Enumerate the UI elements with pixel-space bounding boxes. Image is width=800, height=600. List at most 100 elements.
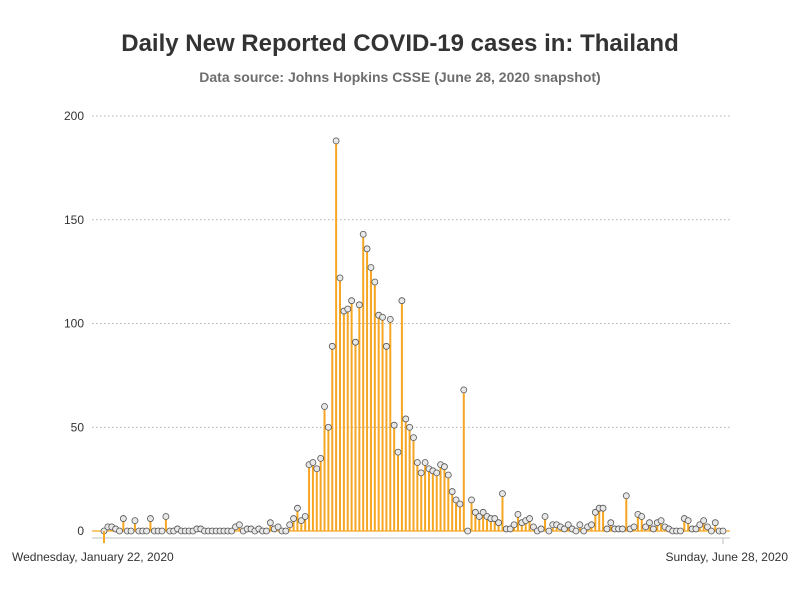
data-point	[448, 488, 456, 495]
data-point	[560, 525, 568, 533]
bars-group	[92, 140, 730, 532]
data-point	[603, 525, 611, 533]
data-point	[286, 521, 294, 529]
data-point	[537, 525, 545, 533]
data-point	[332, 137, 340, 145]
y-tick-label: 0	[77, 524, 84, 538]
data-point	[379, 313, 386, 321]
data-point	[460, 386, 468, 394]
x-end-label: Sunday, June 28, 2020	[665, 550, 788, 564]
data-point	[499, 490, 506, 498]
chart-title: Daily New Reported COVID-19 cases in: Th…	[121, 30, 679, 57]
data-point	[599, 504, 607, 512]
x-start-label: Wednesday, January 22, 2020	[12, 550, 174, 564]
data-point	[711, 519, 719, 527]
data-point	[406, 423, 414, 431]
data-point	[410, 434, 417, 442]
data-point	[119, 515, 127, 522]
data-point	[700, 517, 708, 525]
data-point	[696, 521, 704, 529]
data-point	[452, 496, 460, 504]
gridlines	[92, 115, 730, 428]
data-point	[479, 508, 487, 516]
data-point	[274, 523, 282, 531]
data-point	[510, 521, 518, 529]
data-point	[707, 527, 715, 535]
data-point	[317, 454, 325, 462]
data-point	[394, 448, 402, 456]
data-point	[491, 515, 499, 522]
y-tick-label: 100	[64, 317, 84, 331]
data-point	[514, 511, 522, 518]
data-point	[324, 423, 332, 431]
data-point	[309, 459, 317, 466]
data-point	[158, 527, 166, 535]
data-point	[433, 469, 441, 477]
data-point	[684, 517, 692, 525]
data-point	[228, 527, 236, 535]
data-point	[564, 521, 572, 529]
data-point	[143, 527, 150, 535]
data-point	[530, 523, 537, 531]
data-point	[116, 527, 123, 535]
data-point	[344, 305, 352, 313]
y-axis-ticks: 0 50 100 150 200	[64, 109, 84, 538]
data-point	[147, 515, 154, 522]
data-point	[456, 500, 464, 508]
data-point	[263, 527, 270, 535]
data-point	[321, 403, 328, 410]
data-point	[336, 274, 344, 282]
data-point	[657, 517, 665, 525]
data-point	[162, 513, 170, 520]
data-point	[127, 527, 135, 535]
data-point	[297, 517, 305, 525]
data-point	[328, 342, 336, 350]
data-point	[719, 527, 727, 535]
data-point	[398, 297, 406, 305]
y-tick-label: 150	[64, 213, 84, 227]
data-point	[348, 297, 356, 305]
data-point	[619, 525, 626, 533]
data-point	[572, 527, 580, 535]
data-point	[630, 523, 638, 531]
data-point	[301, 513, 309, 520]
y-tick-label: 200	[64, 109, 84, 123]
data-point	[649, 525, 657, 533]
data-point	[646, 519, 653, 527]
data-point	[383, 342, 390, 350]
data-point	[386, 315, 394, 323]
data-point	[638, 513, 646, 520]
data-point	[607, 519, 615, 527]
data-point	[506, 525, 514, 533]
data-point	[282, 527, 290, 535]
data-point	[588, 521, 595, 529]
data-point	[421, 459, 429, 466]
data-point	[131, 517, 139, 525]
data-point	[622, 492, 630, 500]
data-point	[464, 527, 472, 535]
markers-group	[100, 137, 727, 535]
data-point	[359, 230, 367, 238]
data-point	[355, 301, 363, 309]
data-point	[475, 513, 483, 520]
data-point	[352, 338, 359, 346]
data-point	[390, 421, 398, 429]
data-point	[495, 519, 503, 527]
data-point	[545, 527, 553, 535]
data-point	[444, 471, 452, 479]
data-point	[541, 513, 549, 520]
data-point	[417, 469, 425, 477]
data-point	[580, 527, 588, 535]
data-point	[363, 245, 371, 253]
data-point	[468, 496, 475, 504]
chart-subtitle: Data source: Johns Hopkins CSSE (June 28…	[199, 69, 601, 85]
y-tick-label: 50	[71, 420, 85, 434]
data-point	[266, 519, 274, 527]
data-point	[367, 264, 375, 271]
data-point	[290, 515, 297, 522]
data-point	[704, 523, 711, 531]
data-point	[471, 508, 479, 516]
data-point	[591, 508, 599, 516]
data-point	[692, 525, 700, 533]
